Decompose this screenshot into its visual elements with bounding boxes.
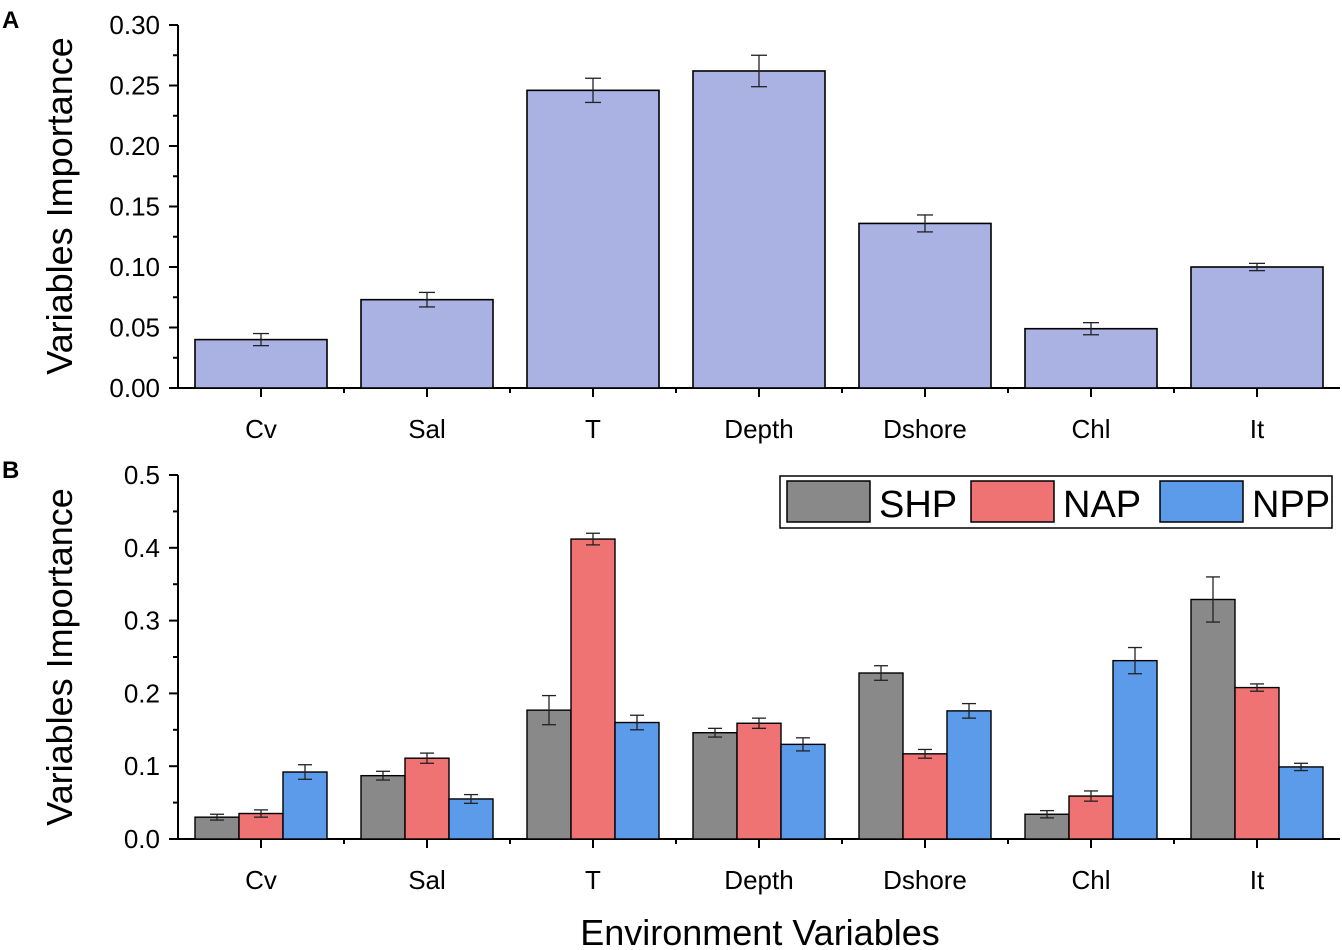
panel-b-bar-nap-depth xyxy=(736,722,782,840)
panel-b-bar-npp-chl xyxy=(1112,659,1158,840)
panel-b-y-tick-label: 0.0 xyxy=(124,824,160,854)
panel-b-bar-npp-t xyxy=(614,721,660,840)
panel-b-y-axis-title: Variables Importance xyxy=(39,488,80,826)
panel-a-bar-dshore xyxy=(858,222,992,389)
panel-b-bar-shp-sal xyxy=(360,774,406,840)
legend-swatch-shp xyxy=(786,480,871,523)
panel-a-x-tick-label: Cv xyxy=(245,414,277,444)
panel-b-x-tick-label: Depth xyxy=(724,865,793,895)
panel-a-bar-t xyxy=(526,89,660,389)
panel-b-bar-npp-dshore xyxy=(946,710,992,840)
panel-b-y-tick-label: 0.2 xyxy=(124,678,160,708)
panel-a-y-tick-label: 0.25 xyxy=(109,71,160,101)
panel-b-chart: 0.0 0.1 0.2 0.3 0.4 0.5 Cv Sal T Depth Dshore Chl It xyxy=(124,460,1340,895)
panel-a-x-tick-label: Dshore xyxy=(883,414,967,444)
panel-b-y-tick-label: 0.3 xyxy=(124,606,160,636)
panel-b-y-tick-label: 0.1 xyxy=(124,751,160,781)
panel-b-x-tick-label: Cv xyxy=(245,865,277,895)
panel-b-x-tick-label: Chl xyxy=(1071,865,1110,895)
panel-a-chart: 0.00 0.05 0.10 0.15 0.20 0.25 0.30 Cv Sal T Depth D… xyxy=(109,10,1340,444)
panel-a-y-tick-label: 0.00 xyxy=(109,373,160,403)
legend-swatch-nap xyxy=(970,480,1055,523)
panel-a-x-tick-label: T xyxy=(585,414,601,444)
legend-label-npp: NPP xyxy=(1252,484,1330,526)
panel-b-bar-shp-it xyxy=(1190,598,1236,840)
panel-a-x-tick-label: Depth xyxy=(724,414,793,444)
x-axis-title: Environment Variables xyxy=(580,912,940,950)
panel-b-bar-nap-dshore xyxy=(902,753,948,840)
panel-b-bar-npp-depth xyxy=(780,743,826,840)
panel-a-y-tick-label: 0.20 xyxy=(109,131,160,161)
panel-b-bar-nap-sal xyxy=(404,757,450,840)
legend-label-nap: NAP xyxy=(1063,484,1141,526)
panel-b-x-tick-label: It xyxy=(1250,865,1265,895)
panel-b-x-tick-label: Sal xyxy=(408,865,446,895)
panel-b-x-tick-label: T xyxy=(585,865,601,895)
panel-b-y-tick-label: 0.4 xyxy=(124,533,160,563)
panel-b-bar-nap-chl xyxy=(1068,795,1114,840)
panel-a-y-tick-label: 0.05 xyxy=(109,313,160,343)
panel-b-bar-shp-t xyxy=(526,709,572,840)
panel-b-bar-shp-depth xyxy=(692,732,738,840)
panel-b-bar-npp-cv xyxy=(282,771,328,840)
panel-b-bar-npp-it xyxy=(1278,766,1324,840)
legend-label-shp: SHP xyxy=(879,484,957,526)
panel-b-bar-shp-dshore xyxy=(858,672,904,840)
panel-b-bar-nap-t xyxy=(570,538,616,840)
panel-b-x-tick-label: Dshore xyxy=(883,865,967,895)
panel-b-bar-npp-sal xyxy=(448,798,494,840)
panel-a-x-tick-label: Sal xyxy=(408,414,446,444)
panel-b-tag: B xyxy=(2,457,19,484)
panel-a-x-tick-label: Chl xyxy=(1071,414,1110,444)
panel-a-y-tick-label: 0.15 xyxy=(109,192,160,222)
panel-a-bar-depth xyxy=(692,70,826,389)
panel-b-bar-nap-it xyxy=(1234,686,1280,840)
panel-a-bar-chl xyxy=(1024,327,1158,389)
panel-b-y-tick-label: 0.5 xyxy=(124,460,160,490)
panel-a-y-tick-label: 0.10 xyxy=(109,252,160,282)
panel-a-y-axis-title: Variables Importance xyxy=(39,37,80,375)
panel-a-x-tick-label: It xyxy=(1250,414,1265,444)
panel-a-bar-it xyxy=(1190,266,1324,389)
legend-swatch-npp xyxy=(1159,480,1244,523)
panel-b-legend: SHP NAP NPP xyxy=(779,475,1333,529)
panel-a-y-tick-label: 0.30 xyxy=(109,10,160,40)
panel-a-bar-cv xyxy=(194,338,328,389)
panel-a-bar-sal xyxy=(360,298,494,389)
panel-a-tag: A xyxy=(2,7,19,34)
